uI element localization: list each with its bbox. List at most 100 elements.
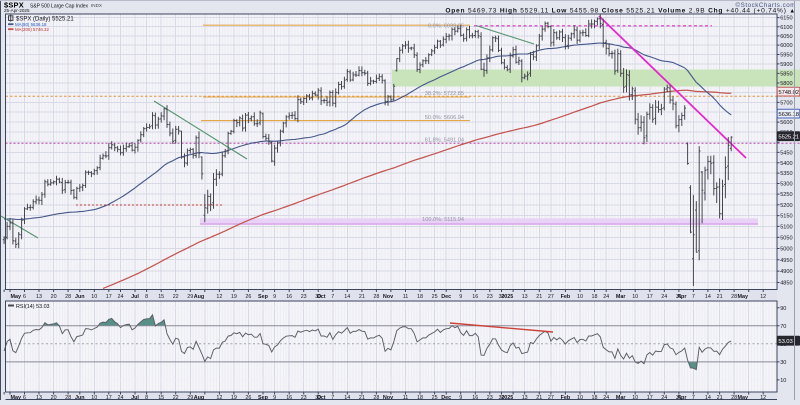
svg-text:90: 90	[780, 306, 786, 312]
svg-text:6150: 6150	[780, 16, 792, 22]
svg-text:28: 28	[65, 294, 71, 300]
svg-text:8: 8	[145, 294, 148, 300]
svg-text:18: 18	[592, 294, 598, 300]
svg-text:5250: 5250	[780, 192, 792, 198]
svg-text:13: 13	[36, 395, 42, 400]
svg-text:15: 15	[158, 294, 164, 300]
svg-text:16: 16	[286, 395, 292, 400]
svg-text:24: 24	[603, 395, 609, 400]
svg-text:Oct: Oct	[317, 395, 326, 400]
svg-text:9: 9	[273, 395, 276, 400]
svg-text:16: 16	[472, 294, 478, 300]
svg-text:10: 10	[632, 395, 638, 400]
svg-text:5525.21: 5525.21	[778, 135, 799, 141]
svg-text:30: 30	[315, 395, 321, 400]
svg-text:5748.02: 5748.02	[778, 90, 799, 96]
svg-text:7: 7	[331, 395, 334, 400]
svg-text:14: 14	[705, 395, 711, 400]
svg-text:24: 24	[118, 395, 124, 400]
svg-text:70: 70	[780, 324, 786, 330]
svg-text:24: 24	[661, 395, 667, 400]
svg-text:9: 9	[459, 294, 462, 300]
svg-text:Nov: Nov	[383, 395, 393, 400]
svg-text:23: 23	[301, 395, 307, 400]
svg-text:Aug: Aug	[194, 294, 204, 300]
svg-text:24: 24	[661, 294, 667, 300]
svg-text:17: 17	[647, 294, 653, 300]
svg-text:18: 18	[417, 294, 423, 300]
svg-text:25-Apr-2025: 25-Apr-2025	[4, 8, 30, 13]
svg-text:6050: 6050	[780, 34, 792, 40]
svg-text:5600: 5600	[780, 120, 792, 126]
svg-text:4850: 4850	[780, 281, 792, 287]
svg-text:May: May	[738, 294, 749, 300]
svg-text:12: 12	[760, 395, 766, 400]
svg-text:10: 10	[632, 294, 638, 300]
svg-text:28: 28	[65, 395, 71, 400]
svg-text:21: 21	[359, 294, 365, 300]
svg-text:$SPX (Daily) 5525.21: $SPX (Daily) 5525.21	[16, 16, 74, 22]
svg-text:Mar: Mar	[616, 294, 626, 300]
svg-text:Jun: Jun	[75, 294, 85, 300]
svg-text:5350: 5350	[780, 171, 792, 177]
svg-text:5636.18: 5636.18	[778, 112, 799, 118]
svg-text:Sep: Sep	[258, 395, 269, 400]
svg-text:17: 17	[106, 395, 112, 400]
svg-text:23: 23	[301, 294, 307, 300]
svg-text:Apr: Apr	[677, 395, 687, 400]
svg-text:21: 21	[536, 294, 542, 300]
svg-text:5150: 5150	[780, 214, 792, 220]
svg-text:5100: 5100	[780, 225, 792, 231]
svg-text:13: 13	[36, 294, 42, 300]
svg-text:Oct: Oct	[317, 294, 326, 300]
svg-text:16: 16	[286, 294, 292, 300]
svg-text:RSI(14) 53.03: RSI(14) 53.03	[16, 304, 50, 310]
svg-text:Feb: Feb	[561, 395, 571, 400]
svg-text:24: 24	[603, 294, 609, 300]
svg-text:23: 23	[487, 395, 493, 400]
svg-text:23: 23	[487, 294, 493, 300]
svg-text:30: 30	[780, 360, 786, 366]
svg-text:25: 25	[432, 395, 438, 400]
svg-text:5450: 5450	[780, 151, 792, 157]
svg-text:11: 11	[403, 395, 409, 400]
svg-text:4950: 4950	[780, 258, 792, 264]
svg-text:18: 18	[592, 395, 598, 400]
svg-text:27: 27	[548, 395, 554, 400]
svg-text:May: May	[11, 395, 22, 400]
svg-text:28: 28	[731, 395, 737, 400]
svg-text:Dec: Dec	[441, 395, 451, 400]
svg-text:Jun: Jun	[75, 395, 85, 400]
svg-text:6100: 6100	[780, 25, 792, 31]
svg-text:Nov: Nov	[383, 294, 393, 300]
svg-text:©StockCharts.com: ©StockCharts.com	[736, 2, 796, 9]
svg-text:13: 13	[522, 395, 528, 400]
svg-text:16: 16	[472, 395, 478, 400]
svg-text:5000: 5000	[780, 247, 792, 253]
svg-text:INDX: INDX	[91, 3, 102, 8]
svg-text:27: 27	[548, 294, 554, 300]
svg-text:May: May	[11, 294, 22, 300]
svg-text:100.0%: 5115.94: 100.0%: 5115.94	[422, 217, 464, 223]
svg-text:8: 8	[145, 395, 148, 400]
svg-text:5850: 5850	[780, 72, 792, 78]
svg-text:22: 22	[173, 395, 179, 400]
svg-text:10: 10	[780, 378, 786, 384]
svg-text:2025: 2025	[501, 395, 513, 400]
svg-text:19: 19	[231, 294, 237, 300]
svg-text:61.8%: 5491.04: 61.8%: 5491.04	[425, 138, 464, 144]
svg-text:10: 10	[91, 395, 97, 400]
svg-text:38.2%: 5722.85: 38.2%: 5722.85	[425, 91, 464, 97]
svg-text:14: 14	[705, 294, 711, 300]
svg-text:12: 12	[216, 395, 222, 400]
svg-text:9: 9	[459, 395, 462, 400]
svg-text:6000: 6000	[780, 43, 792, 49]
svg-text:5800: 5800	[780, 81, 792, 87]
svg-text:31: 31	[676, 294, 682, 300]
svg-text:12: 12	[216, 294, 222, 300]
svg-text:26: 26	[245, 294, 251, 300]
svg-text:7: 7	[692, 395, 695, 400]
svg-text:10: 10	[577, 395, 583, 400]
svg-text:17: 17	[647, 395, 653, 400]
svg-text:29: 29	[187, 294, 193, 300]
